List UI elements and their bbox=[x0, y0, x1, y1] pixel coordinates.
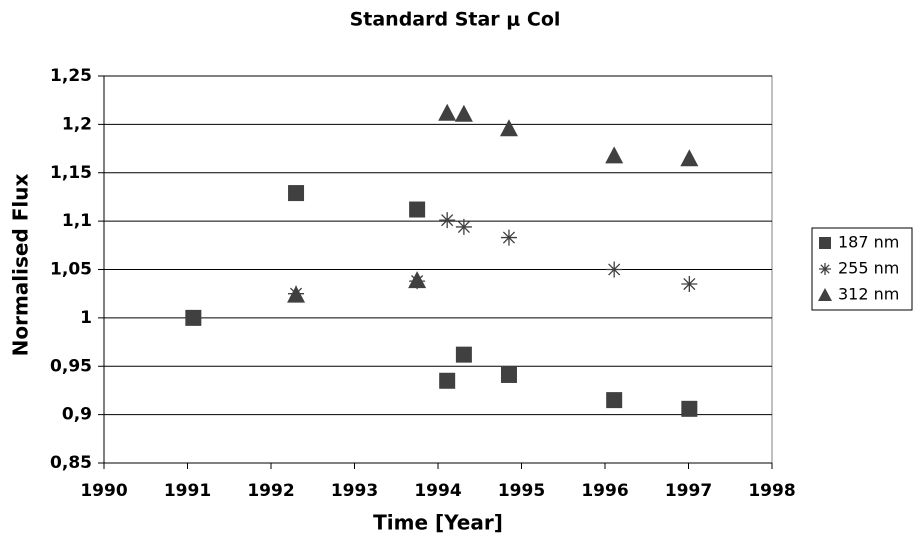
y-tick-label: 1,2 bbox=[62, 114, 92, 134]
chart-title: Standard Star μ Col bbox=[350, 9, 561, 31]
x-tick-label: 1990 bbox=[80, 481, 127, 501]
marker-square bbox=[409, 201, 426, 218]
x-axis-label: Time [Year] bbox=[373, 511, 503, 535]
marker-square bbox=[185, 309, 202, 326]
y-tick-label: 0,85 bbox=[50, 453, 92, 473]
marker-triangle bbox=[287, 285, 306, 303]
marker-square bbox=[455, 346, 472, 363]
legend-label: 255 nm bbox=[838, 259, 899, 278]
x-tick-label: 1992 bbox=[247, 481, 294, 501]
legend-marker bbox=[819, 263, 831, 275]
y-tick-label: 1,1 bbox=[62, 211, 92, 231]
marker-asterisk bbox=[500, 229, 517, 246]
x-tick-label: 1995 bbox=[498, 481, 545, 501]
marker-square bbox=[439, 372, 456, 389]
marker-triangle bbox=[680, 149, 699, 167]
marker-square bbox=[681, 400, 698, 417]
marker-square bbox=[288, 185, 305, 202]
marker-asterisk bbox=[439, 212, 456, 229]
marker-square bbox=[500, 366, 517, 383]
y-tick-label: 1,15 bbox=[50, 163, 92, 183]
marker-triangle bbox=[408, 271, 427, 289]
marker-asterisk bbox=[681, 276, 698, 293]
legend-label: 187 nm bbox=[838, 233, 899, 252]
x-tick-label: 1993 bbox=[331, 481, 378, 501]
y-tick-label: 1,25 bbox=[50, 66, 92, 86]
marker-triangle bbox=[454, 104, 473, 122]
x-tick-label: 1994 bbox=[414, 481, 461, 501]
y-tick-label: 0,9 bbox=[62, 405, 92, 425]
marker-triangle bbox=[438, 103, 457, 121]
legend-marker bbox=[818, 288, 832, 301]
legend-marker bbox=[819, 237, 831, 249]
marker-asterisk bbox=[606, 261, 623, 278]
x-tick-label: 1997 bbox=[665, 481, 712, 501]
marker-asterisk bbox=[455, 218, 472, 235]
y-tick-label: 0,95 bbox=[50, 356, 92, 376]
marker-triangle bbox=[499, 119, 518, 137]
x-tick-label: 1998 bbox=[748, 481, 795, 501]
x-tick-label: 1991 bbox=[164, 481, 211, 501]
y-axis-label: Normalised Flux bbox=[9, 174, 33, 357]
marker-triangle bbox=[605, 146, 624, 164]
legend-label: 312 nm bbox=[838, 285, 899, 304]
y-tick-label: 1,05 bbox=[50, 260, 92, 280]
y-tick-label: 1 bbox=[80, 308, 92, 328]
x-tick-label: 1996 bbox=[581, 481, 628, 501]
marker-square bbox=[606, 392, 623, 409]
